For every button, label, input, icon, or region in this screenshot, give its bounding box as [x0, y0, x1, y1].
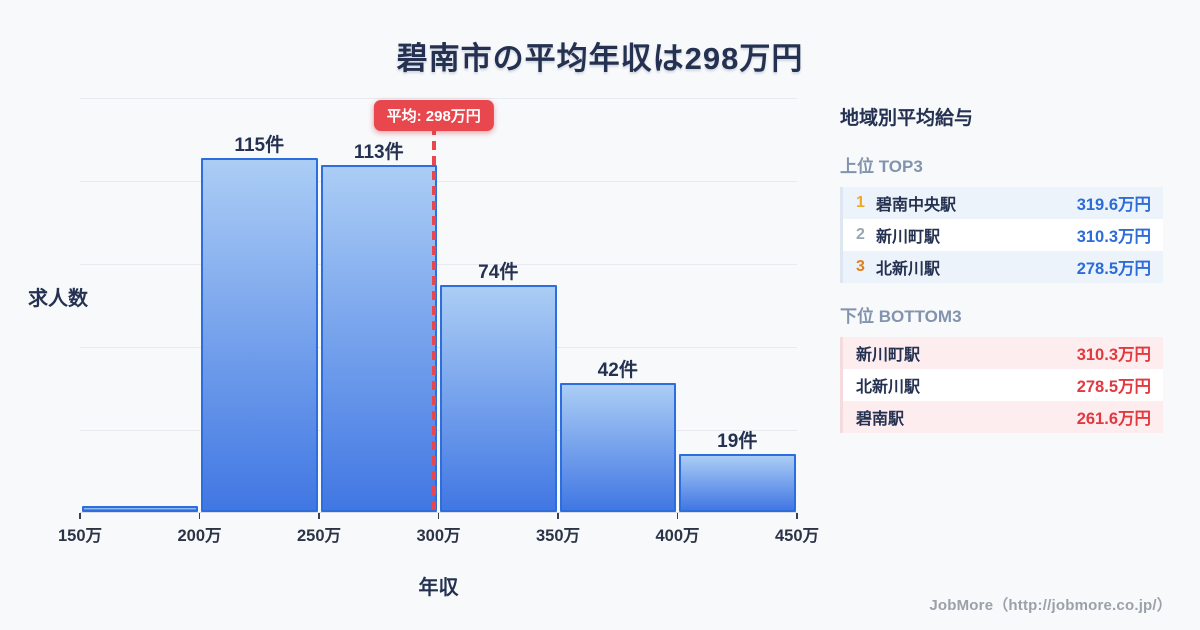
- gridline: [80, 264, 797, 265]
- station-salary-value: 261.6万円: [1076, 410, 1151, 428]
- x-axis-tick-label: 250万: [296, 527, 342, 545]
- station-salary-value: 310.3万円: [1076, 228, 1151, 246]
- station-row-碧南中央駅: 1 碧南中央駅 319.6万円: [843, 187, 1163, 219]
- bar-value-label: 115件: [234, 135, 285, 157]
- bar-value-label: 19件: [717, 430, 758, 452]
- top3-list: 1 碧南中央駅 319.6万円 2 新川町駅 310.3万円 3 北新川駅 278.5万円: [840, 187, 1163, 283]
- x-axis-tick-label: 300万: [416, 527, 461, 545]
- x-axis-tick-mark: [557, 513, 559, 519]
- bar-value-label: 113件: [353, 141, 404, 163]
- histogram-bar-200万-250万: [201, 158, 318, 512]
- x-axis-tick-mark: [437, 513, 440, 519]
- x-axis-tick-label: 200万: [177, 527, 222, 545]
- footer-credit: JobMore（http://jobmore.co.jp/）: [929, 597, 1172, 614]
- station-row-新川町駅: 2 新川町駅 310.3万円: [843, 219, 1163, 251]
- x-axis-tick-label: 350万: [535, 527, 581, 545]
- histogram-bar-300万-350万: [440, 284, 557, 512]
- x-axis-tick-mark: [676, 513, 679, 519]
- region-salary-panel: 地域別平均給与 上位 TOP3 1 碧南中央駅 319.6万円 2 新川町駅 310.3万…: [840, 103, 1163, 452]
- x-axis-tick-mark: [79, 513, 81, 519]
- y-axis-title: 求人数: [28, 288, 88, 310]
- x-axis-tick-mark: [796, 513, 798, 519]
- x-axis-tick-label: 450万: [774, 527, 820, 545]
- station-name: 碧南中央駅: [876, 197, 957, 214]
- bar-value-label: 42件: [597, 359, 638, 381]
- x-axis-tick-mark: [318, 513, 320, 519]
- gridline: [80, 430, 797, 431]
- station-row-北新川駅: 3 北新川駅 278.5万円: [843, 251, 1163, 283]
- histogram-bar-250万-300万: [320, 164, 437, 512]
- station-name: 新川町駅: [856, 347, 921, 364]
- station-row-碧南駅: 碧南駅 261.6万円: [843, 401, 1163, 433]
- x-axis-tick-mark: [198, 513, 201, 519]
- top3-subheader: 上位 TOP3: [840, 157, 923, 176]
- average-badge: 平均: 298万円: [373, 100, 494, 131]
- histogram-bar-350万-400万: [559, 382, 676, 512]
- x-axis-tick-label: 150万: [57, 527, 103, 545]
- histogram-plot-area: 115件 113件 74件 42件 19件 150万 200万 250万 300万 350万 40…: [58, 98, 819, 545]
- histogram-bar-400万-450万: [679, 453, 796, 512]
- station-row-新川町駅: 新川町駅 310.3万円: [843, 337, 1163, 369]
- station-salary-value: 278.5万円: [1076, 378, 1151, 396]
- station-name: 北新川駅: [856, 379, 921, 396]
- bottom3-subheader: 下位 BOTTOM3: [840, 307, 962, 326]
- gridline: [80, 181, 797, 182]
- rank-number: 1: [856, 194, 865, 211]
- station-name: 碧南駅: [856, 411, 905, 428]
- bottom3-list: 新川町駅 310.3万円北新川駅 278.5万円碧南駅 261.6万円: [840, 337, 1163, 433]
- station-salary-value: 278.5万円: [1076, 260, 1151, 278]
- page-title: 碧南市の平均年収は298万円: [396, 41, 804, 76]
- station-name: 北新川駅: [876, 261, 941, 278]
- rank-number: 3: [856, 258, 865, 275]
- rank-number: 2: [856, 226, 865, 243]
- x-axis-tick-label: 400万: [655, 527, 700, 545]
- station-salary-value: 319.6万円: [1076, 196, 1151, 214]
- station-salary-value: 310.3万円: [1076, 346, 1151, 364]
- station-name: 新川町駅: [876, 229, 941, 246]
- histogram-bar-150万-200万: [81, 505, 198, 512]
- gridline: [80, 98, 797, 99]
- panel-header: 地域別平均給与: [840, 108, 974, 129]
- gridline: [80, 347, 797, 348]
- station-row-北新川駅: 北新川駅 278.5万円: [843, 369, 1163, 401]
- average-line: [431, 126, 436, 513]
- bar-value-label: 74件: [478, 261, 519, 283]
- x-axis-title: 年収: [418, 577, 459, 599]
